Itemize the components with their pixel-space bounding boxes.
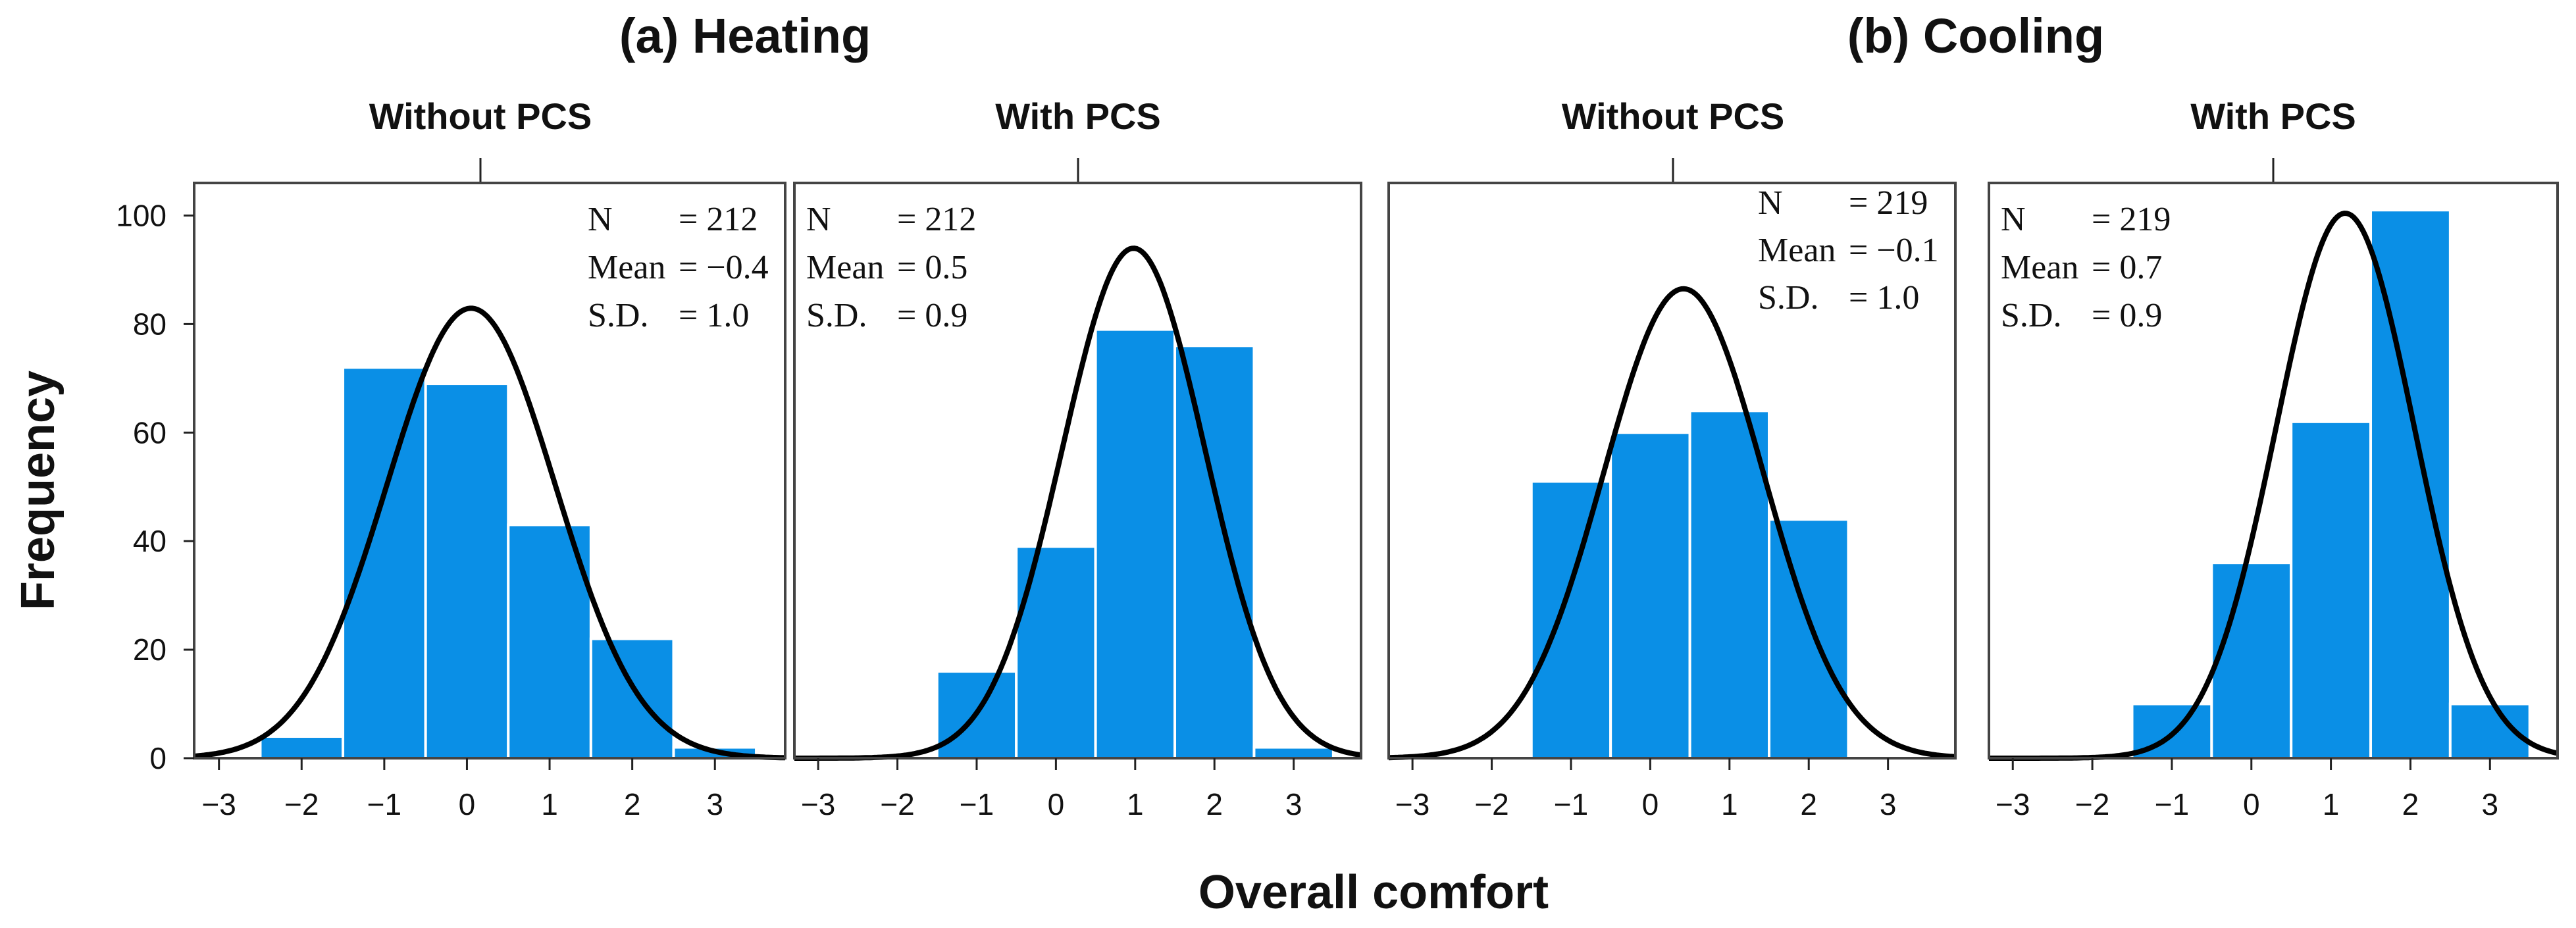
histogram-panel: With PCS −3 −2 −1 0 1 2 3 N = 219 Mean = 0.7 S.D. = 0… xyxy=(1988,95,2559,821)
x-tick-label: 0 xyxy=(459,787,476,821)
x-tick-label: 2 xyxy=(1206,787,1223,821)
plot-frame xyxy=(1387,182,1957,760)
x-tick-label: 3 xyxy=(706,787,723,821)
histogram-bar xyxy=(1768,518,1850,760)
stat-value: = 212 xyxy=(897,201,976,238)
x-tick-label: 0 xyxy=(2243,787,2260,821)
stat-value: = 0.7 xyxy=(2092,249,2162,286)
x-tick-label: 1 xyxy=(541,787,558,821)
group-title-heating: (a) Heating xyxy=(619,9,871,63)
stat-value: = 1.0 xyxy=(679,297,749,334)
histogram-bar xyxy=(2210,561,2293,760)
x-axis-title: Overall comfort xyxy=(1198,866,1549,919)
histogram-bar xyxy=(1252,746,1335,760)
x-tick-label: 1 xyxy=(1721,787,1738,821)
plot-frame xyxy=(1988,182,2559,760)
y-tick-label: 60 xyxy=(133,415,167,450)
histogram-bar xyxy=(1530,480,1612,760)
x-tick-label: −1 xyxy=(2155,787,2189,821)
x-tick-label: −1 xyxy=(960,787,994,821)
x-tick-label: −3 xyxy=(801,787,835,821)
histogram-bar xyxy=(2290,420,2373,760)
x-tick-label: 1 xyxy=(1127,787,1144,821)
x-tick-label: −3 xyxy=(201,787,236,821)
stat-label: S.D. xyxy=(1758,279,1818,317)
histogram-bar xyxy=(424,382,510,760)
normal-curve xyxy=(1388,286,1956,761)
stat-label: Mean xyxy=(1758,232,1836,269)
stat-label: S.D. xyxy=(806,297,867,334)
y-axis-title: Frequency xyxy=(12,371,64,610)
histogram-panel: With PCS −3 −2 −1 0 1 2 3 N = 212 Mean = 0.5 S.D. = 0… xyxy=(793,95,1362,821)
x-tick-label: −3 xyxy=(1395,787,1430,821)
x-tick-label: 0 xyxy=(1048,787,1065,821)
x-tick-label: −1 xyxy=(367,787,401,821)
histogram-bar xyxy=(1173,344,1256,760)
y-tick-label: 0 xyxy=(149,741,167,775)
stat-value: = 219 xyxy=(1849,184,1928,222)
histogram-bar xyxy=(259,735,345,760)
x-tick-label: 0 xyxy=(1642,787,1659,821)
plot-frame xyxy=(793,182,1362,760)
plot-frame xyxy=(193,182,786,760)
histogram-bar xyxy=(1609,431,1691,760)
histogram-bar xyxy=(342,366,427,760)
stat-label: N xyxy=(588,201,613,238)
stat-label: N xyxy=(806,201,831,238)
y-tick-label: 80 xyxy=(133,307,167,341)
stat-label: N xyxy=(1758,184,1783,222)
x-tick-label: −2 xyxy=(880,787,914,821)
stat-value: = 0.9 xyxy=(897,297,967,334)
y-tick-label: 40 xyxy=(133,524,167,558)
stat-value: = 0.5 xyxy=(897,249,967,286)
panel-title: With PCS xyxy=(2190,95,2356,137)
histogram-bar xyxy=(1688,409,1771,760)
histogram-panel: Without PCS −3 −2 −1 0 1 2 3 0 20 40 60 80 100 N = 212 M… xyxy=(116,95,786,821)
stat-label: S.D. xyxy=(2001,297,2061,334)
normal-curve xyxy=(193,305,785,761)
x-tick-label: 2 xyxy=(2402,787,2419,821)
y-tick-label: 20 xyxy=(133,632,167,667)
x-tick-label: −1 xyxy=(1554,787,1588,821)
stat-label: N xyxy=(2001,201,2026,238)
stat-value: = 0.9 xyxy=(2092,297,2162,334)
x-tick-label: −2 xyxy=(284,787,319,821)
panel-title: Without PCS xyxy=(1562,95,1785,137)
x-tick-label: 3 xyxy=(2481,787,2498,821)
histogram-bar xyxy=(589,637,675,760)
x-tick-label: 3 xyxy=(1880,787,1897,821)
x-tick-label: −2 xyxy=(1474,787,1508,821)
stat-value: = −0.1 xyxy=(1849,232,1939,269)
x-tick-label: −2 xyxy=(2075,787,2109,821)
stat-value: = −0.4 xyxy=(679,249,769,286)
histogram-panel: Without PCS −3 −2 −1 0 1 2 3 N = 219 Mean = −0.1 S.D… xyxy=(1387,95,1957,821)
stat-value: = 212 xyxy=(679,201,758,238)
group-title-cooling: (b) Cooling xyxy=(1847,9,2104,63)
x-tick-label: 3 xyxy=(1285,787,1302,821)
stat-label: Mean xyxy=(806,249,884,286)
panel-title: Without PCS xyxy=(369,95,592,137)
x-tick-label: 2 xyxy=(624,787,641,821)
stat-value: = 1.0 xyxy=(1849,279,1919,317)
stat-value: = 219 xyxy=(2092,201,2171,238)
stat-label: Mean xyxy=(2001,249,2078,286)
x-tick-label: 1 xyxy=(2323,787,2340,821)
x-tick-label: −3 xyxy=(1996,787,2030,821)
normal-curve xyxy=(794,245,1362,761)
x-tick-label: 2 xyxy=(1800,787,1817,821)
y-tick-label: 100 xyxy=(116,198,167,232)
stat-label: S.D. xyxy=(588,297,648,334)
panel-title: With PCS xyxy=(995,95,1160,137)
histogram-bar xyxy=(1094,328,1177,760)
stat-label: Mean xyxy=(588,249,665,286)
